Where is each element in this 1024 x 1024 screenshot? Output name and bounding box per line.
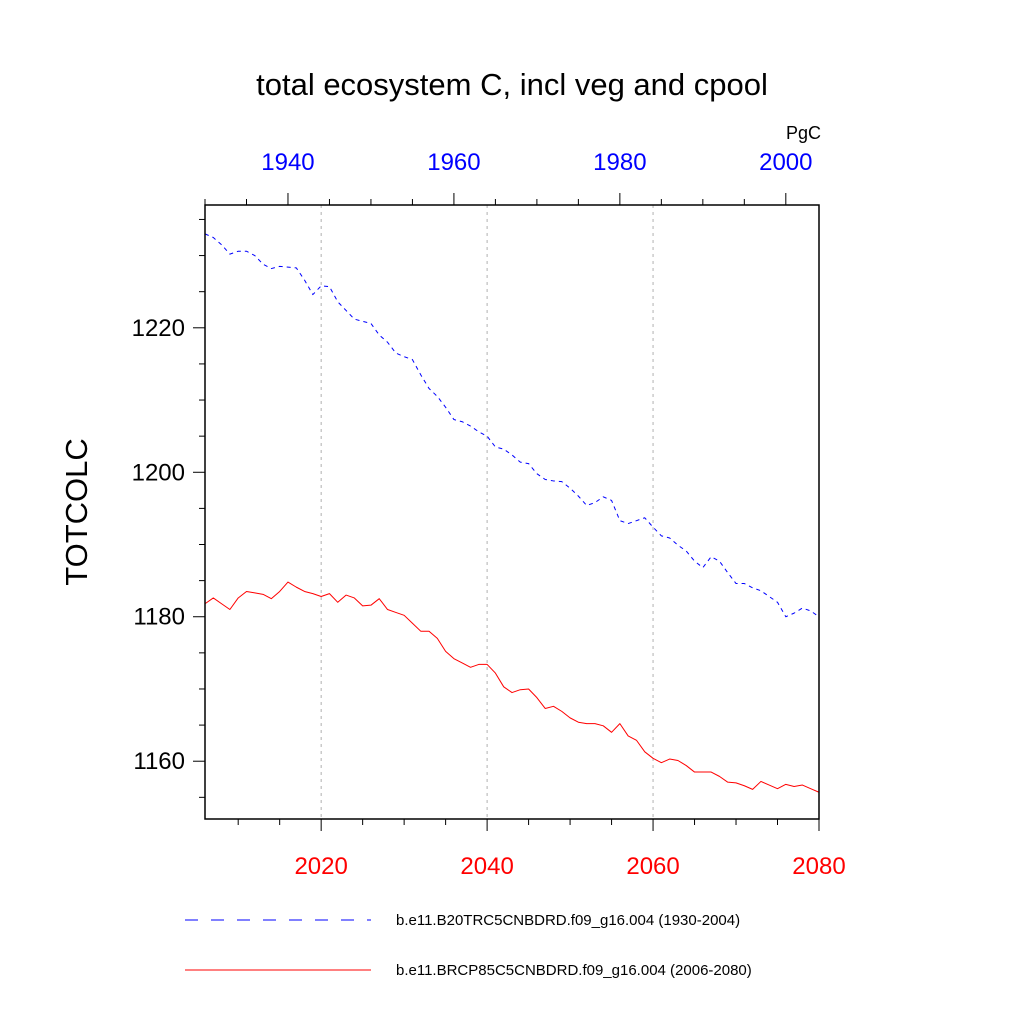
- legend-label-rcp85: b.e11.BRCP85C5CNBDRD.f09_g16.004 (2006-2…: [396, 962, 752, 979]
- y-axis-label: TOTCOLC: [59, 438, 94, 586]
- axes-layer: 1160 1180 1200 1220 2020 2040 2060 2080 1940 1960…: [132, 149, 846, 880]
- plot-frame: [204, 204, 820, 820]
- series-layer: [204, 233, 820, 793]
- y-tick-label-1160: 1160: [133, 748, 185, 775]
- legend-label-historical: b.e11.B20TRC5CNBDRD.f09_g16.004 (1930-20…: [396, 912, 740, 929]
- bottom-tick-label-2040: 2040: [460, 853, 513, 880]
- y-tick-label-1180: 1180: [133, 604, 185, 631]
- series-line-historical: [204, 233, 820, 618]
- bottom-tick-label-2060: 2060: [626, 853, 679, 880]
- chart-title: total ecosystem C, incl veg and cpool: [256, 67, 768, 102]
- bottom-tick-label-2080: 2080: [792, 853, 845, 880]
- bottom-tick-label-2020: 2020: [294, 853, 347, 880]
- top-tick-label-1980: 1980: [593, 149, 646, 176]
- y-tick-label-1200: 1200: [132, 459, 185, 486]
- top-tick-label-1960: 1960: [427, 149, 480, 176]
- y-tick-label-1220: 1220: [132, 315, 185, 342]
- series-line-rcp85: [204, 581, 820, 793]
- legend: b.e11.B20TRC5CNBDRD.f09_g16.004 (1930-20…: [185, 912, 752, 979]
- top-tick-label-1940: 1940: [261, 149, 314, 176]
- grid-layer: [320, 205, 654, 819]
- top-tick-label-2000: 2000: [759, 149, 812, 176]
- units-label: PgC: [786, 123, 821, 143]
